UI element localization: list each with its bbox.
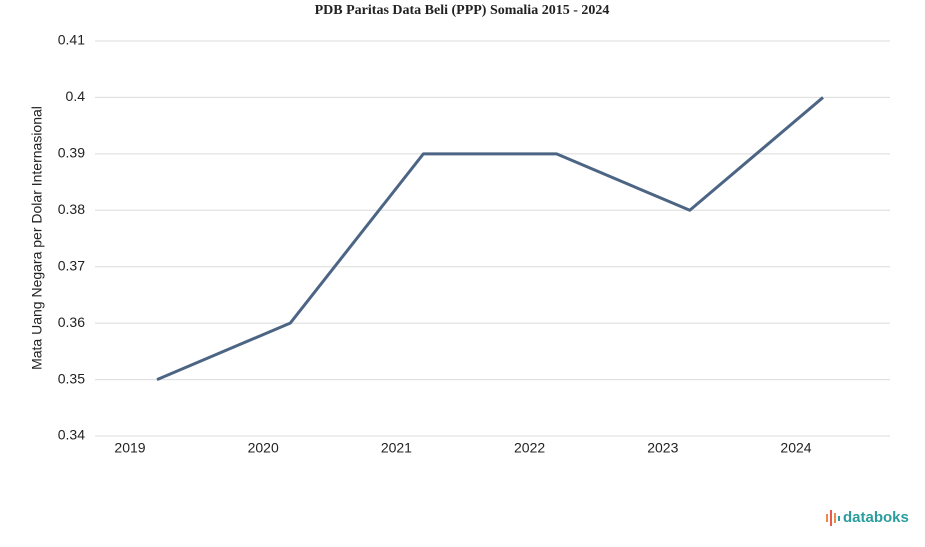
y-tick-label: 0.37 [58,257,85,273]
x-tick-label: 2021 [381,440,412,456]
x-tick-label: 2022 [514,440,545,456]
x-tick-label: 2024 [780,440,811,456]
y-tick-label: 0.38 [58,201,85,217]
watermark: databoks [843,509,909,526]
y-tick-label: 0.36 [58,314,85,330]
y-axis-label: Mata Uang Negara per Dolar Internasional [29,106,45,370]
x-tick-label: 2020 [248,440,279,456]
x-tick-label: 2019 [114,440,145,456]
y-tick-label: 0.41 [58,32,85,48]
watermark-logo [826,510,840,526]
data-line [156,96,824,381]
y-tick-label: 0.34 [58,427,85,443]
y-tick-label: 0.4 [66,88,86,104]
x-tick-label: 2023 [647,440,678,456]
y-tick-label: 0.39 [58,145,85,161]
chart-title: PDB Paritas Data Beli (PPP) Somalia 2015… [315,3,610,18]
y-tick-label: 0.35 [58,370,85,386]
